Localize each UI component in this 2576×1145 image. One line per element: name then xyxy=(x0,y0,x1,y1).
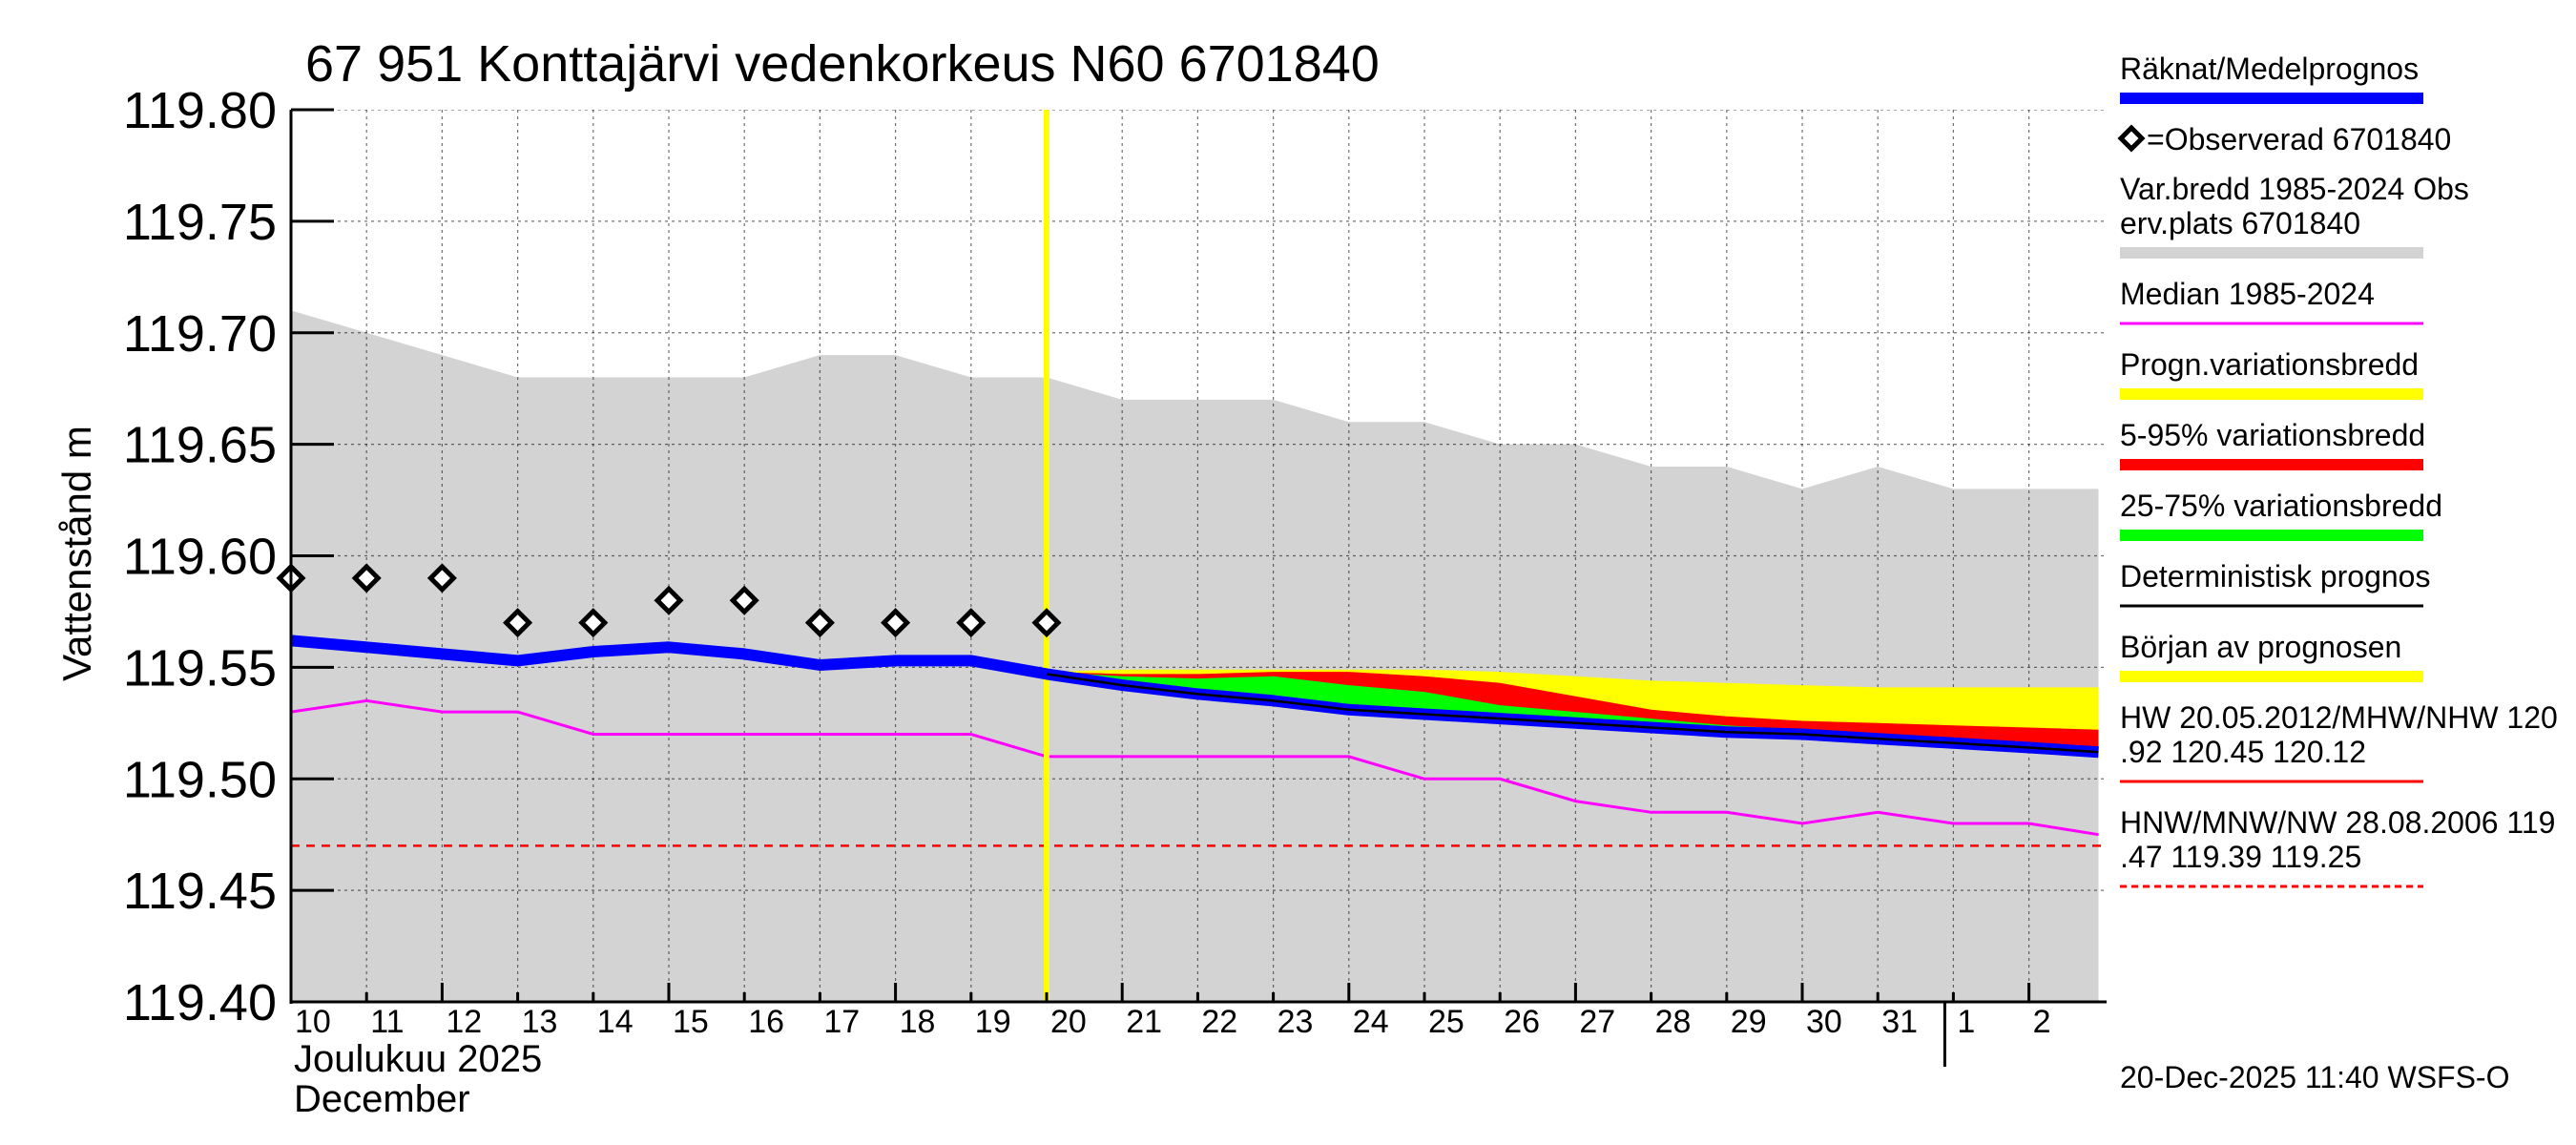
y-tick-label: 119.75 xyxy=(123,194,277,251)
legend-label: HW 20.05.2012/MHW/NHW 120 xyxy=(2120,700,2558,735)
observation-point xyxy=(881,608,911,638)
observation-point xyxy=(804,608,835,638)
legend-item: Var.bredd 1985-2024 Observ.plats 6701840 xyxy=(2120,172,2469,259)
legend: Räknat/Medelprognos =Observerad 6701840 Va… xyxy=(2117,52,2558,888)
observation-point xyxy=(1031,608,1062,638)
legend-label: Början av prognosen xyxy=(2120,630,2401,664)
observation-point xyxy=(426,563,457,593)
y-tick-label: 119.45 xyxy=(123,863,277,920)
legend-label: Deterministisk prognos xyxy=(2120,559,2430,593)
y-axis-label: Vattenstånd m xyxy=(54,426,99,681)
legend-label: =Observerad 6701840 xyxy=(2147,122,2451,156)
y-tick-label: 119.55 xyxy=(123,639,277,697)
observation-point xyxy=(503,608,533,638)
x-tick-label: 2 xyxy=(2033,1004,2051,1040)
legend-item: =Observerad 6701840 xyxy=(2117,122,2451,156)
legend-item: HNW/MNW/NW 28.08.2006 119.47 119.39 119.… xyxy=(2120,805,2555,888)
x-tick-label: 27 xyxy=(1579,1004,1615,1040)
x-tick-label: 30 xyxy=(1806,1004,1842,1040)
legend-label: erv.plats 6701840 xyxy=(2120,206,2360,240)
x-tick-label: 15 xyxy=(673,1004,709,1040)
legend-swatch-diamond xyxy=(2117,124,2146,153)
y-tick-label: 119.50 xyxy=(123,751,277,808)
legend-item: Räknat/Medelprognos xyxy=(2120,52,2423,104)
legend-label: HNW/MNW/NW 28.08.2006 119 xyxy=(2120,805,2555,840)
legend-item: Deterministisk prognos xyxy=(2120,559,2430,608)
month-label-swedish: December xyxy=(294,1078,470,1120)
legend-item: HW 20.05.2012/MHW/NHW 120.92 120.45 120.… xyxy=(2120,700,2558,783)
legend-item: 5-95% variationsbredd xyxy=(2120,418,2425,470)
legend-label: Räknat/Medelprognos xyxy=(2120,52,2419,86)
x-tick-label: 14 xyxy=(597,1004,634,1040)
y-tick-label: 119.70 xyxy=(123,305,277,363)
x-tick-label: 26 xyxy=(1504,1004,1540,1040)
month-label-finnish: Joulukuu 2025 xyxy=(294,1038,542,1080)
x-tick-label: 23 xyxy=(1278,1004,1314,1040)
x-tick-label: 19 xyxy=(975,1004,1011,1040)
x-tick-label: 22 xyxy=(1201,1004,1237,1040)
legend-label: .92 120.45 120.12 xyxy=(2120,735,2366,769)
x-tick-label: 12 xyxy=(446,1004,482,1040)
legend-label: Median 1985-2024 xyxy=(2120,277,2375,311)
x-tick-label: 29 xyxy=(1731,1004,1767,1040)
y-tick-label: 119.65 xyxy=(123,417,277,474)
plot-clip-group xyxy=(291,110,2107,1002)
median-line xyxy=(291,698,2099,837)
legend-label: Var.bredd 1985-2024 Obs xyxy=(2120,172,2469,206)
plot-area xyxy=(276,110,2107,1002)
x-tick-label: 25 xyxy=(1428,1004,1465,1040)
deterministic-forecast-line xyxy=(1046,673,2099,754)
x-tick-label: 20 xyxy=(1050,1004,1087,1040)
legend-item: Början av prognosen xyxy=(2120,630,2423,682)
legend-label: .47 119.39 119.25 xyxy=(2120,840,2361,874)
x-tick-label: 16 xyxy=(748,1004,784,1040)
x-tick-label: 31 xyxy=(1881,1004,1918,1040)
footer-timestamp: 20-Dec-2025 11:40 WSFS-O xyxy=(2120,1060,2509,1094)
observation-point xyxy=(956,608,987,638)
x-tick-label: 13 xyxy=(522,1004,558,1040)
legend-item: Median 1985-2024 xyxy=(2120,277,2423,325)
observation-point xyxy=(654,585,684,615)
legend-label: Progn.variationsbredd xyxy=(2120,347,2419,382)
historical-variation-band xyxy=(291,310,2099,1002)
observation-point xyxy=(729,585,759,615)
y-tick-label: 119.40 xyxy=(123,974,277,1031)
x-tick-label: 24 xyxy=(1353,1004,1389,1040)
x-tick-label: 11 xyxy=(370,1004,404,1040)
x-tick-label: 1 xyxy=(1957,1004,1975,1040)
axes: 119.80 119.75 119.70 119.65 119.60 119.55 119.… xyxy=(123,82,2107,1067)
legend-label: 5-95% variationsbredd xyxy=(2120,418,2425,452)
legend-label: 25-75% variationsbredd xyxy=(2120,489,2442,523)
x-tick-label: 21 xyxy=(1126,1004,1162,1040)
x-tick-label: 10 xyxy=(295,1004,331,1040)
legend-item: Progn.variationsbredd xyxy=(2120,347,2423,400)
x-tick-label: 18 xyxy=(900,1004,936,1040)
observation-point xyxy=(578,608,609,638)
legend-item: 25-75% variationsbredd xyxy=(2120,489,2442,541)
y-tick-label: 119.80 xyxy=(123,82,277,139)
observation-point xyxy=(351,563,382,593)
x-tick-label: 17 xyxy=(823,1004,860,1040)
y-tick-label: 119.60 xyxy=(123,529,277,586)
x-tick-label: 28 xyxy=(1655,1004,1692,1040)
chart-title: 67 951 Konttajärvi vedenkorkeus N60 6701… xyxy=(305,35,1380,93)
